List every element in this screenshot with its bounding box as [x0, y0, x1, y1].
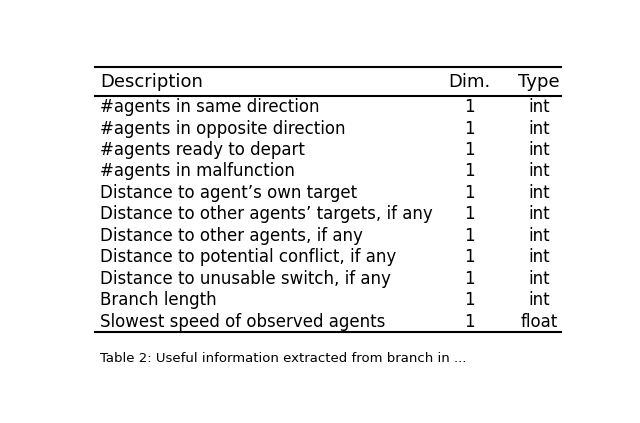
Text: 1: 1 [464, 291, 475, 309]
Text: Slowest speed of observed agents: Slowest speed of observed agents [100, 313, 385, 331]
Text: int: int [528, 270, 550, 288]
Text: int: int [528, 227, 550, 245]
Text: int: int [528, 248, 550, 266]
Text: 1: 1 [464, 141, 475, 159]
Text: Table 2: Useful information extracted from branch in ...: Table 2: Useful information extracted fr… [100, 352, 466, 365]
Text: 1: 1 [464, 227, 475, 245]
Text: int: int [528, 98, 550, 116]
Text: 1: 1 [464, 313, 475, 331]
Text: 1: 1 [464, 270, 475, 288]
Text: 1: 1 [464, 206, 475, 223]
Text: Description: Description [100, 73, 203, 91]
Text: Type: Type [518, 73, 559, 91]
Text: Branch length: Branch length [100, 291, 216, 309]
Text: Dim.: Dim. [448, 73, 490, 91]
Text: 1: 1 [464, 162, 475, 181]
Text: int: int [528, 141, 550, 159]
Text: int: int [528, 184, 550, 202]
Text: #agents in malfunction: #agents in malfunction [100, 162, 294, 181]
Text: Distance to other agents’ targets, if any: Distance to other agents’ targets, if an… [100, 206, 433, 223]
Text: float: float [520, 313, 557, 331]
Text: Distance to other agents, if any: Distance to other agents, if any [100, 227, 363, 245]
Text: #agents in same direction: #agents in same direction [100, 98, 319, 116]
Text: 1: 1 [464, 248, 475, 266]
Text: Distance to unusable switch, if any: Distance to unusable switch, if any [100, 270, 390, 288]
Text: #agents ready to depart: #agents ready to depart [100, 141, 305, 159]
Text: 1: 1 [464, 120, 475, 137]
Text: Distance to potential conflict, if any: Distance to potential conflict, if any [100, 248, 396, 266]
Text: 1: 1 [464, 184, 475, 202]
Text: 1: 1 [464, 98, 475, 116]
Text: int: int [528, 162, 550, 181]
Text: int: int [528, 120, 550, 137]
Text: int: int [528, 206, 550, 223]
Text: Distance to agent’s own target: Distance to agent’s own target [100, 184, 357, 202]
Text: #agents in opposite direction: #agents in opposite direction [100, 120, 346, 137]
Text: int: int [528, 291, 550, 309]
